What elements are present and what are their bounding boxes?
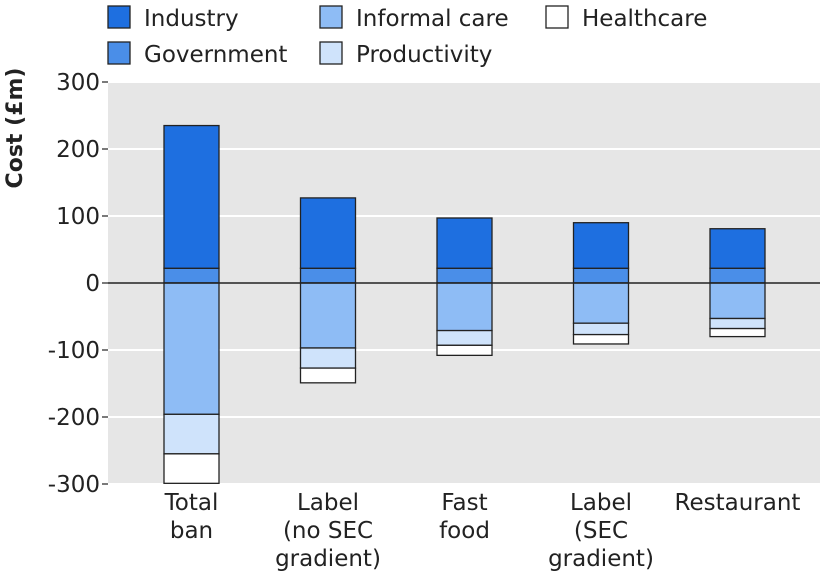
bar-healthcare [436, 344, 493, 357]
bar-informal-care [709, 282, 766, 320]
bar-productivity [709, 317, 766, 330]
y-tick-label: 100 [56, 204, 100, 230]
bar-industry [572, 222, 630, 269]
y-tick-label: -100 [48, 338, 100, 364]
legend-swatch [545, 5, 569, 29]
x-tick-label-line: food [439, 518, 490, 544]
x-tick-label-line: (SEC [574, 518, 628, 544]
x-tick-label-line: Total [164, 490, 219, 516]
legend-label: Industry [144, 6, 239, 32]
bar-informal-care [436, 282, 493, 332]
bar-industry [163, 124, 220, 269]
bar-industry [709, 228, 766, 269]
bar-government [436, 267, 493, 284]
y-tick-label: -200 [48, 405, 100, 431]
y-tick-label: 0 [85, 271, 100, 297]
legend-label: Productivity [356, 42, 492, 68]
legend-swatch [107, 41, 131, 65]
x-tick-label-line: Label [570, 490, 632, 516]
legend-label: Government [144, 42, 287, 68]
bar-productivity [572, 322, 630, 336]
x-tick-label-line: Label [297, 490, 359, 516]
bar-government [572, 267, 630, 284]
bar-healthcare [572, 333, 630, 345]
y-axis-label: Cost (£m) [3, 68, 28, 189]
bar-healthcare [163, 453, 220, 484]
bars [163, 124, 766, 484]
bar-informal-care [572, 282, 630, 324]
x-tick-label-line: gradient) [275, 546, 381, 572]
y-tick-label: -300 [48, 472, 100, 498]
x-tick-label-line: ban [170, 518, 213, 544]
legend-label: Healthcare [582, 6, 707, 32]
bar-productivity [163, 413, 220, 455]
bar-productivity [299, 347, 357, 369]
y-tick-label: 300 [56, 70, 100, 96]
bar-industry [436, 217, 493, 269]
x-tick-label: Fast food [439, 490, 490, 544]
bar-productivity [436, 329, 493, 346]
bar-government [299, 267, 357, 284]
bar-government [163, 267, 220, 284]
bar-government [709, 267, 766, 284]
bar-healthcare [299, 367, 357, 384]
x-tick-label: Total ban [164, 490, 219, 544]
bar-informal-care [299, 282, 357, 349]
legend: Industry Government Informal care Productiv… [107, 5, 707, 68]
y-tick-label: 200 [56, 137, 100, 163]
x-tick-label: Restaurant [675, 490, 801, 516]
x-tick-label: Label (no SEC gradient) [275, 490, 381, 572]
x-tick-label-line: gradient) [548, 546, 654, 572]
x-tick-label-line: (no SEC [283, 518, 373, 544]
x-tick-label: Label (SEC gradient) [548, 490, 654, 572]
x-tick-label-line: Restaurant [675, 490, 801, 516]
legend-swatch [107, 5, 131, 29]
bar-healthcare [709, 327, 766, 338]
legend-swatch [319, 41, 343, 65]
legend-label: Informal care [356, 6, 509, 32]
bar-informal-care [163, 282, 220, 415]
y-axis: 300 200 100 0 -100 -200 -300 [48, 70, 108, 498]
legend-swatch [319, 5, 343, 29]
x-tick-label-line: Fast [441, 490, 487, 516]
bar-industry [299, 197, 357, 269]
